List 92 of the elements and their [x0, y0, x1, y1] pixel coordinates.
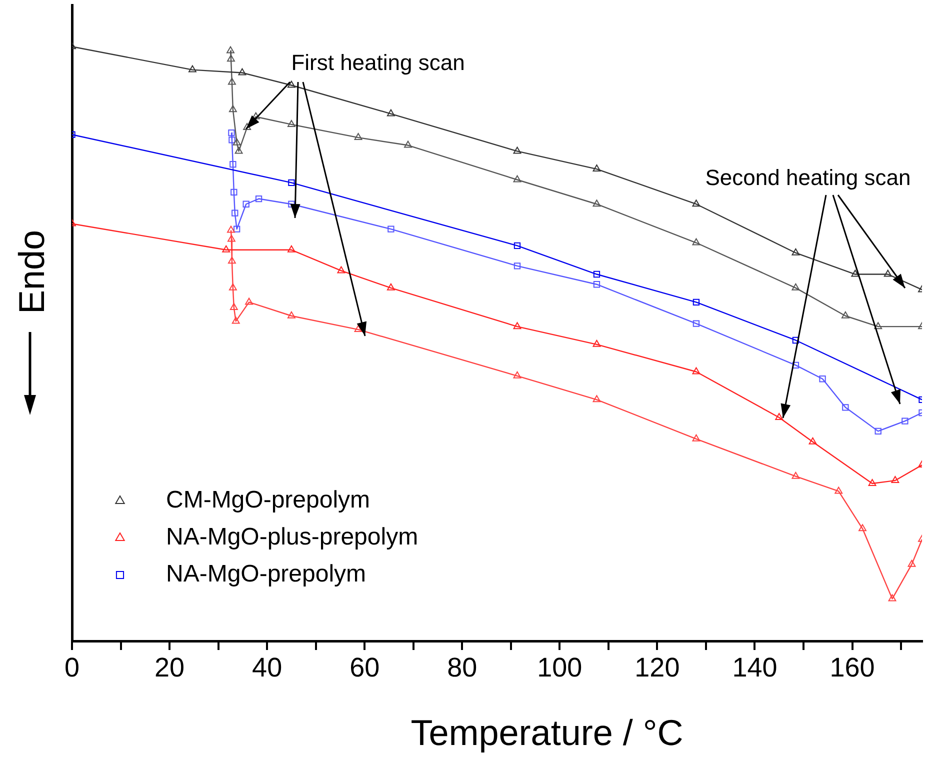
x-tick-label: 0: [64, 652, 80, 683]
point: [243, 122, 252, 130]
point: [188, 65, 196, 72]
point: [592, 164, 601, 172]
point: [238, 68, 246, 76]
point: [386, 109, 395, 116]
point: [692, 200, 700, 207]
point: [232, 138, 241, 146]
point: [287, 80, 296, 88]
x-tick-label: 160: [830, 652, 875, 683]
legend-label: CM-MgO-prepolym: [166, 486, 370, 514]
point: [792, 362, 800, 369]
point: [874, 428, 882, 435]
x-tick-label: 140: [732, 652, 778, 683]
point: [792, 472, 800, 479]
point: [288, 179, 295, 186]
point: [228, 129, 235, 136]
point: [228, 234, 236, 242]
point: [230, 160, 236, 168]
point: [513, 322, 522, 330]
point: [513, 175, 522, 182]
x-tick-label: 60: [350, 652, 380, 683]
point: [888, 594, 896, 602]
point: [792, 283, 800, 290]
x-tick-label: 100: [537, 652, 582, 683]
point: [226, 46, 234, 54]
point: [227, 226, 235, 233]
point: [514, 262, 521, 270]
point: [245, 298, 253, 305]
point: [232, 316, 240, 324]
point: [593, 270, 600, 278]
point: [908, 560, 916, 567]
x-tick-label: 120: [634, 652, 680, 683]
legend-label: NA-MgO-plus-prepolym: [166, 524, 418, 551]
point: [874, 322, 882, 330]
annotation: Second heating scan: [705, 165, 911, 190]
x-axis-title: Temperature / °C: [410, 712, 684, 753]
point: [230, 303, 238, 310]
point: [692, 298, 700, 306]
point: [841, 311, 850, 318]
point: [234, 146, 243, 154]
legend-label: NA-MgO-prepolym: [166, 560, 366, 588]
point: [692, 320, 700, 327]
point: [692, 434, 700, 442]
point: [228, 256, 236, 264]
point: [287, 245, 296, 252]
point: [388, 226, 394, 232]
point: [228, 78, 236, 85]
point: [592, 395, 601, 402]
point: [230, 188, 238, 196]
point: [386, 283, 395, 290]
point: [819, 376, 826, 382]
point: [337, 266, 346, 274]
point: [592, 200, 601, 207]
x-tick-label: 40: [252, 652, 282, 683]
point: [592, 340, 601, 347]
point: [228, 105, 237, 112]
point: [902, 418, 908, 424]
point: [232, 210, 238, 216]
point: [868, 478, 876, 486]
point: [513, 146, 522, 154]
point: [891, 476, 900, 484]
point: [692, 367, 700, 374]
point: [842, 404, 849, 411]
point: [242, 200, 250, 208]
point: [858, 524, 866, 532]
point: [775, 413, 784, 420]
point: [228, 283, 237, 290]
x-tick-label: 20: [154, 652, 185, 683]
annotation: First heating scan: [291, 50, 465, 75]
point: [287, 120, 296, 127]
point: [884, 270, 892, 277]
point: [228, 136, 236, 144]
point: [808, 437, 817, 444]
point: [222, 245, 230, 252]
point: [287, 311, 296, 318]
point: [234, 226, 240, 232]
point: [513, 371, 522, 378]
point: [593, 281, 600, 288]
point: [514, 242, 521, 250]
point: [851, 270, 860, 277]
point: [792, 248, 800, 256]
x-tick-label: 80: [447, 652, 478, 683]
point: [354, 133, 362, 140]
point: [288, 200, 295, 208]
point: [692, 238, 700, 246]
y-axis-title: Endo: [11, 230, 52, 314]
point: [255, 195, 262, 202]
point: [792, 336, 800, 344]
point: [227, 54, 235, 62]
point: [834, 486, 843, 494]
point: [404, 140, 412, 148]
